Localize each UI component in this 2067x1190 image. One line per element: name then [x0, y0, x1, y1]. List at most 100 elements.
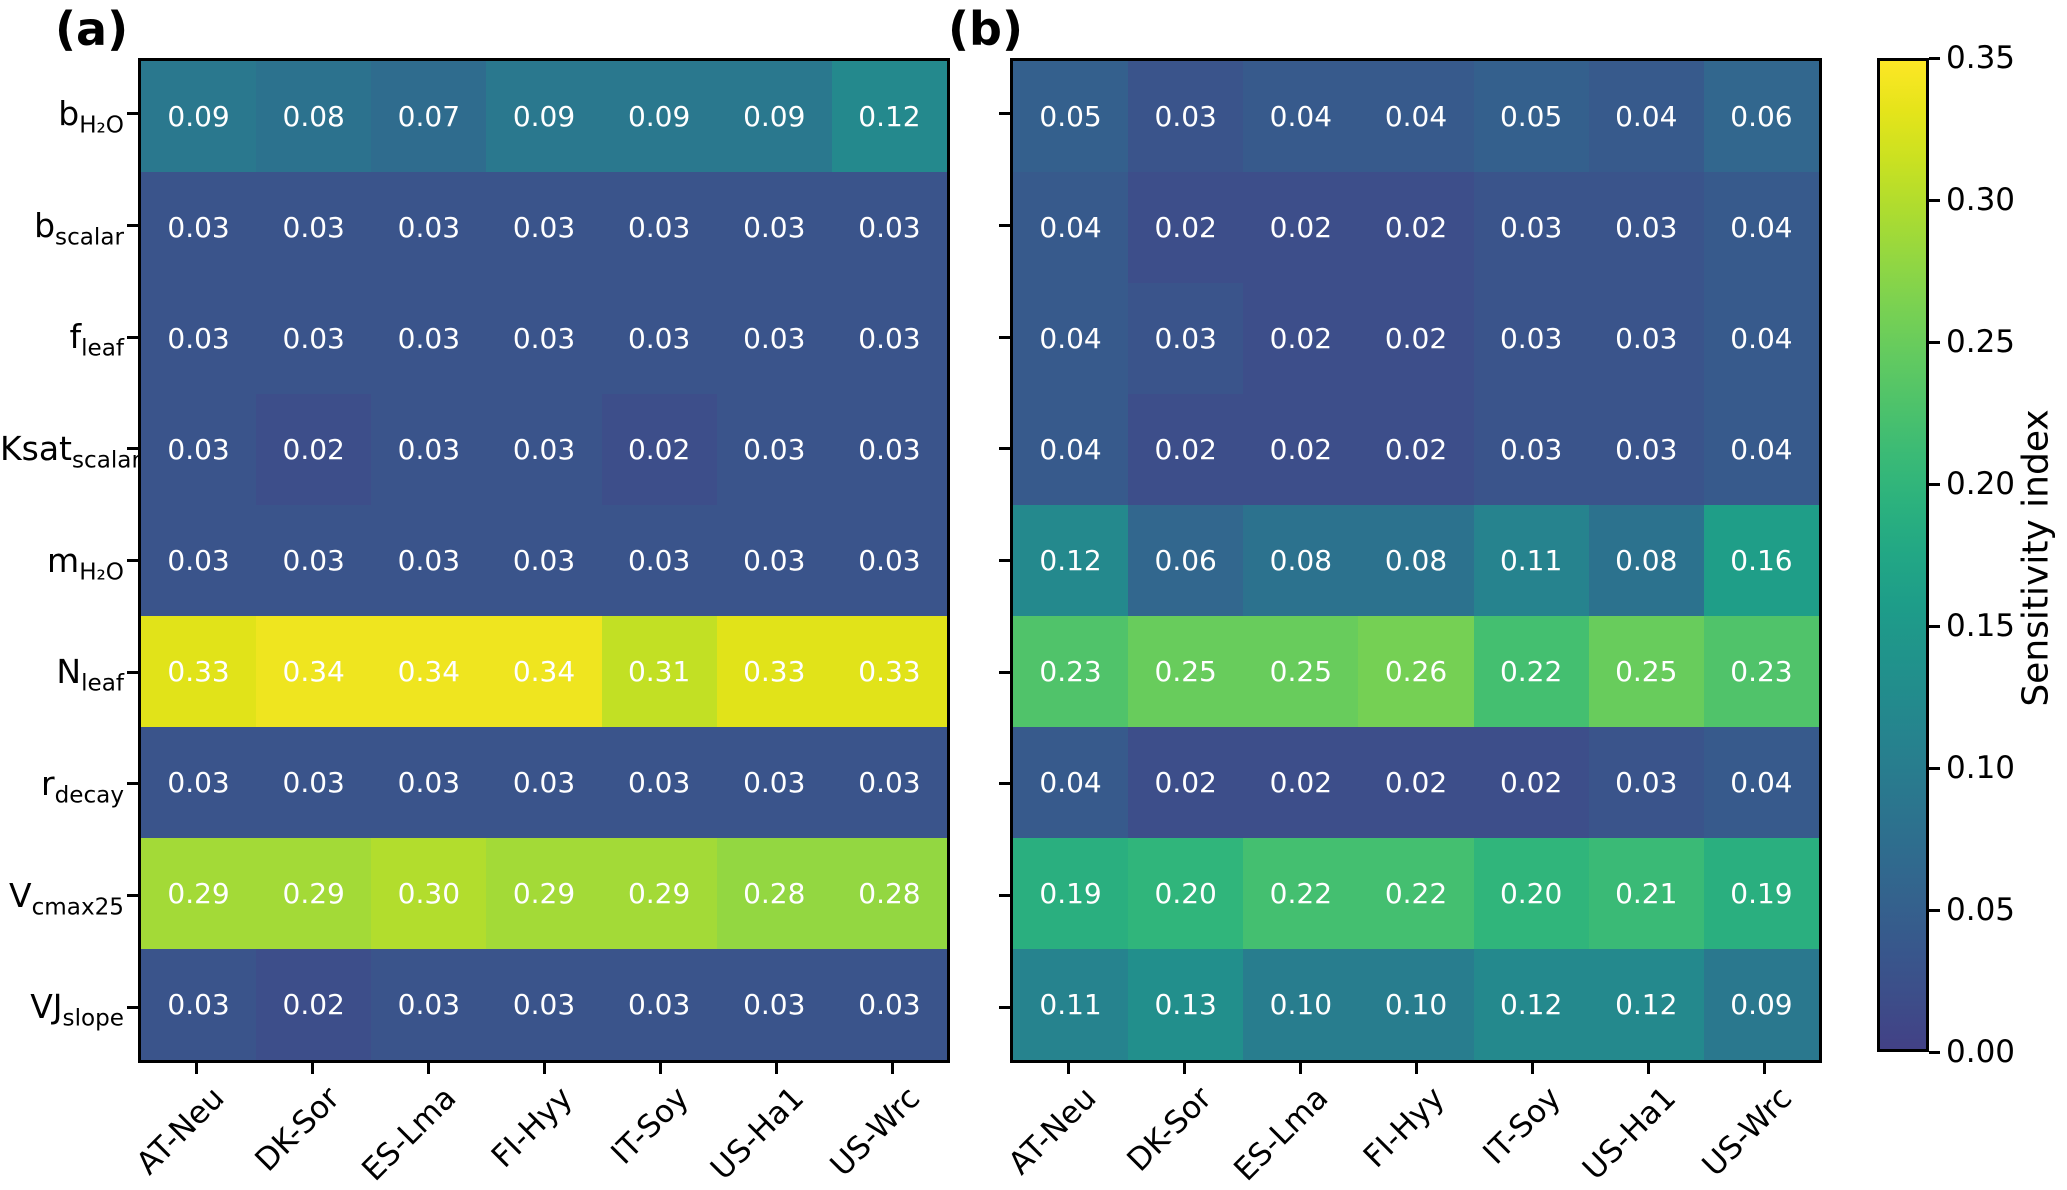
cell-value: 0.03 [858, 544, 921, 577]
cell-value: 0.09 [627, 100, 691, 133]
cell-value: 0.12 [1499, 988, 1563, 1021]
heatmap-cell-b-r4-c5: 0.08 [1588, 505, 1704, 616]
heatmap-cell-b-r5-c4: 0.22 [1473, 616, 1589, 727]
cell-value: 0.09 [743, 100, 806, 133]
cell-value: 0.03 [1615, 433, 1678, 466]
cell-value: 0.03 [397, 433, 461, 466]
colorbar-tick-label: 0.30 [1946, 182, 2016, 218]
cell-value: 0.03 [167, 322, 230, 355]
cell-value: 0.03 [1615, 322, 1678, 355]
heatmap-cell-a-r5-c5: 0.33 [716, 616, 832, 727]
colorbar-tick-label: 0.20 [1946, 466, 2016, 502]
heatmap-cell-a-r8-c4: 0.03 [601, 949, 717, 1060]
cell-value: 0.04 [1615, 100, 1678, 133]
heatmap-cell-b-r0-c1: 0.03 [1128, 61, 1244, 172]
heatmap-cell-b-r5-c2: 0.25 [1243, 616, 1359, 727]
cell-value: 0.03 [858, 988, 921, 1021]
x-tick-mark [426, 1063, 430, 1074]
cell-value: 0.09 [167, 100, 230, 133]
heatmap-cell-a-r8-c0: 0.03 [141, 949, 257, 1060]
cell-value: 0.03 [512, 544, 576, 577]
colorbar-tick-mark [1929, 766, 1940, 770]
cell-value: 0.03 [1615, 211, 1678, 244]
x-tick-mark [774, 1063, 778, 1074]
heatmap-cell-a-r3-c5: 0.03 [716, 394, 832, 505]
cell-value: 0.12 [1615, 988, 1678, 1021]
heatmap-cell-b-r2-c6: 0.04 [1703, 283, 1819, 394]
heatmap-cell-a-r6-c1: 0.03 [256, 727, 372, 838]
heatmap-cell-b-r2-c2: 0.02 [1243, 283, 1359, 394]
y-axis-label: Ksatscalar [0, 423, 141, 475]
y-tick-mark [127, 112, 138, 116]
colorbar-tick-mark [1929, 198, 1940, 202]
heatmap-cell-b-r8-c6: 0.09 [1703, 949, 1819, 1060]
cell-value: 0.02 [627, 433, 691, 466]
heatmap-cell-a-r3-c1: 0.02 [256, 394, 372, 505]
heatmap-panel-a: 0.09 0.08 0.07 0.09 0.09 0.09 0.12 0.03 0.03 0.03… [138, 58, 950, 1063]
x-axis-label: US-Wrc [823, 1080, 928, 1184]
heatmap-cell-b-r1-c3: 0.02 [1358, 172, 1474, 283]
heatmap-cell-a-r2-c4: 0.03 [601, 283, 717, 394]
cell-value: 0.03 [743, 433, 806, 466]
y-axis-label: mH₂O [0, 535, 124, 587]
heatmap-cell-b-r6-c4: 0.02 [1473, 727, 1589, 838]
cell-value: 0.23 [1730, 655, 1793, 688]
heatmap-cell-b-r5-c0: 0.23 [1013, 616, 1129, 727]
heatmap-cell-a-r6-c3: 0.03 [486, 727, 602, 838]
cell-value: 0.03 [167, 211, 230, 244]
cell-value: 0.09 [1730, 988, 1793, 1021]
cell-value: 0.08 [1269, 544, 1333, 577]
x-tick-mark [1182, 1063, 1186, 1074]
x-tick-mark [1414, 1063, 1418, 1074]
heatmap-cell-b-r3-c6: 0.04 [1703, 394, 1819, 505]
heatmap-cell-b-r1-c2: 0.02 [1243, 172, 1359, 283]
cell-value: 0.03 [858, 322, 921, 355]
heatmap-cell-a-r2-c1: 0.03 [256, 283, 372, 394]
y-tick-mark [127, 782, 138, 786]
y-label-base: V [9, 875, 32, 915]
heatmap-cell-b-r4-c0: 0.12 [1013, 505, 1129, 616]
cell-value: 0.03 [627, 766, 691, 799]
heatmap-cell-b-r2-c4: 0.03 [1473, 283, 1589, 394]
x-tick-mark [542, 1063, 546, 1074]
heatmap-cell-b-r7-c4: 0.20 [1473, 838, 1589, 949]
heatmap-cell-a-r4-c6: 0.03 [831, 505, 947, 616]
cell-value: 0.29 [627, 877, 691, 910]
heatmap-cell-b-r1-c6: 0.04 [1703, 172, 1819, 283]
heatmap-cell-a-r7-c5: 0.28 [716, 838, 832, 949]
colorbar-tick-mark [1929, 340, 1940, 344]
heatmap-cell-a-r8-c6: 0.03 [831, 949, 947, 1060]
y-label-subscript: H₂O [79, 559, 124, 586]
heatmap-cell-a-r5-c6: 0.33 [831, 616, 947, 727]
cell-value: 0.10 [1384, 988, 1448, 1021]
heatmap-cell-b-r3-c2: 0.02 [1243, 394, 1359, 505]
y-label-subscript: H₂O [79, 112, 124, 139]
heatmap-cell-b-r7-c2: 0.22 [1243, 838, 1359, 949]
heatmap-cell-a-r0-c0: 0.09 [141, 61, 257, 172]
heatmap-cell-b-r0-c0: 0.05 [1013, 61, 1129, 172]
y-label-subscript: leaf [81, 335, 124, 362]
cell-value: 0.03 [743, 211, 806, 244]
cell-value: 0.02 [1154, 766, 1217, 799]
cell-value: 0.28 [743, 877, 806, 910]
heatmap-cell-a-r6-c6: 0.03 [831, 727, 947, 838]
colorbar-tick-label: 0.00 [1946, 1034, 2016, 1070]
x-axis-label: FI-Hyy [1356, 1080, 1452, 1175]
cell-value: 0.34 [397, 655, 461, 688]
cell-value: 0.02 [282, 988, 345, 1021]
panel-b-title: (b) [948, 2, 1023, 56]
heatmap-cell-a-r0-c4: 0.09 [601, 61, 717, 172]
heatmap-cell-b-r4-c6: 0.16 [1703, 505, 1819, 616]
y-axis-label: fleaf [0, 311, 124, 363]
heatmap-cell-a-r4-c2: 0.03 [371, 505, 487, 616]
cell-value: 0.02 [1154, 211, 1217, 244]
colorbar-tick-mark [1929, 624, 1940, 628]
cell-value: 0.23 [1039, 655, 1102, 688]
cell-value: 0.08 [1384, 544, 1448, 577]
cell-value: 0.12 [858, 100, 921, 133]
cell-value: 0.04 [1730, 766, 1793, 799]
heatmap-cell-a-r2-c0: 0.03 [141, 283, 257, 394]
x-tick-mark [310, 1063, 314, 1074]
cell-value: 0.05 [1039, 100, 1102, 133]
